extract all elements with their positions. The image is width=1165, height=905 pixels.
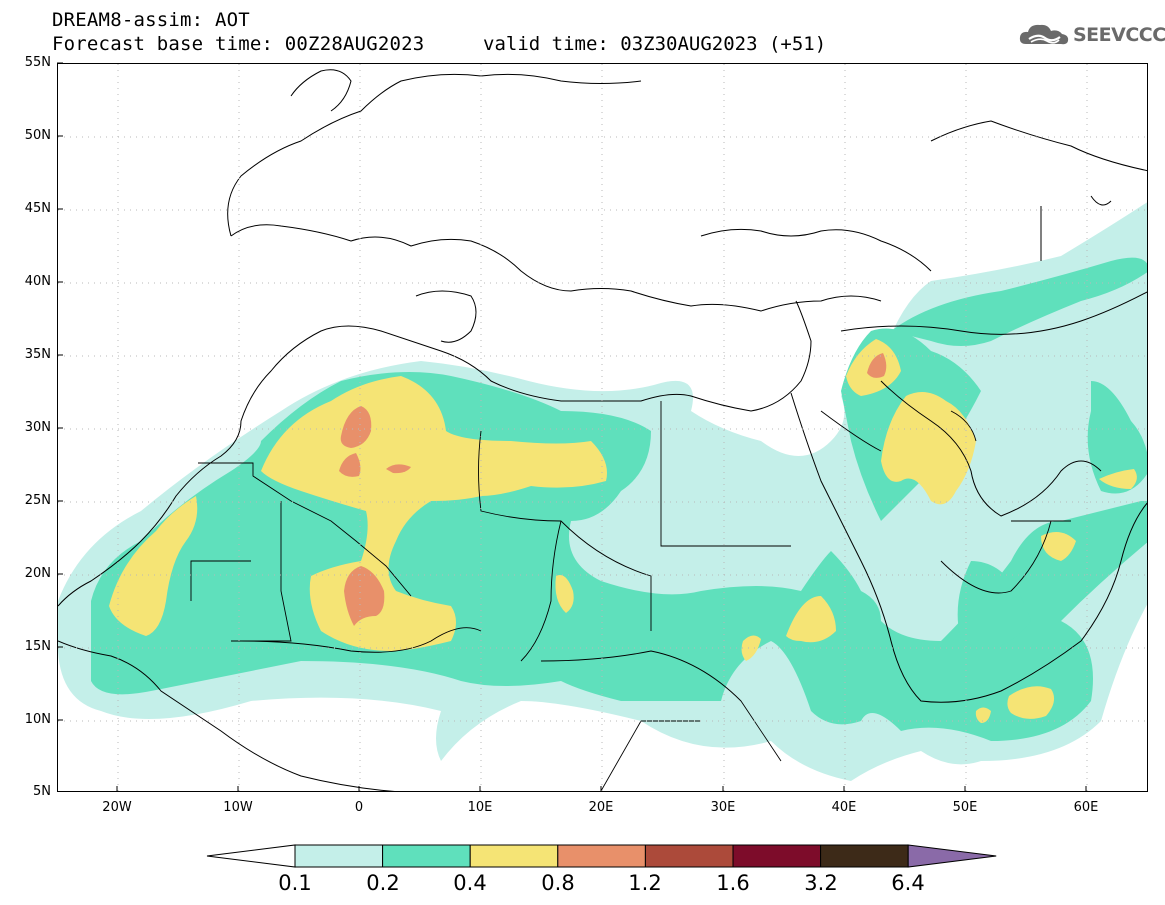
- lon-tick-label: 40E: [831, 800, 857, 815]
- lon-tick-label: 50E: [952, 800, 978, 815]
- lat-tick-label: 25N: [24, 493, 51, 508]
- colorbar-label: 0.2: [366, 871, 400, 895]
- forecast-base-time: Forecast base time: 00Z28AUG2023: [52, 33, 425, 55]
- lat-tick-label: 30N: [24, 420, 51, 435]
- colorbar-over-triangle: [907, 844, 997, 868]
- lon-tick-label: 30E: [710, 800, 736, 815]
- seevccc-logo: SEEVCCC: [1018, 22, 1165, 48]
- lon-tick-label: 0: [354, 800, 364, 815]
- colorbar-label: 0.4: [453, 871, 487, 895]
- lat-tick-label: 10N: [24, 712, 51, 727]
- lon-tick-label: 10E: [467, 800, 493, 815]
- colorbar-swatch: [557, 844, 646, 868]
- lat-tick-label: 15N: [24, 639, 51, 654]
- colorbar-label: 1.6: [716, 871, 750, 895]
- lon-tick-label: 20E: [588, 800, 614, 815]
- cloud-icon: [1019, 24, 1069, 45]
- colorbar-label: 1.2: [628, 871, 662, 895]
- colorbar-swatch: [469, 844, 559, 868]
- lat-tick-label: 35N: [24, 347, 51, 362]
- colorbar-swatch: [382, 844, 471, 868]
- colorbar-swatch: [294, 844, 384, 868]
- lat-tick-label: 5N: [33, 784, 51, 799]
- aot-level-0-8: [339, 353, 887, 626]
- aot-map: [57, 63, 1148, 792]
- lat-tick-label: 45N: [24, 201, 51, 216]
- colorbar-under-triangle: [206, 844, 296, 868]
- logo-text: SEEVCCC: [1073, 24, 1165, 46]
- map-canvas: [58, 64, 1147, 791]
- colorbar-label: 0.1: [278, 871, 312, 895]
- lat-tick-label: 40N: [24, 274, 51, 289]
- lat-tick-label: 50N: [24, 128, 51, 143]
- lat-tick-label: 55N: [24, 55, 51, 70]
- map-title: DREAM8-assim: AOT: [52, 9, 250, 31]
- lat-tick-label: 20N: [24, 566, 51, 581]
- colorbar-swatch: [820, 844, 909, 868]
- lon-tick-label: 10W: [223, 800, 253, 815]
- colorbar-swatch: [732, 844, 822, 868]
- colorbar-label: 3.2: [804, 871, 838, 895]
- colorbar-swatch: [644, 844, 734, 868]
- lon-tick-label: 60E: [1073, 800, 1099, 815]
- colorbar-label: 6.4: [891, 871, 925, 895]
- colorbar-label: 0.8: [541, 871, 575, 895]
- valid-time: valid time: 03Z30AUG2023 (+51): [483, 33, 827, 55]
- lon-tick-label: 20W: [102, 800, 132, 815]
- country-borders: [190, 401, 1071, 791]
